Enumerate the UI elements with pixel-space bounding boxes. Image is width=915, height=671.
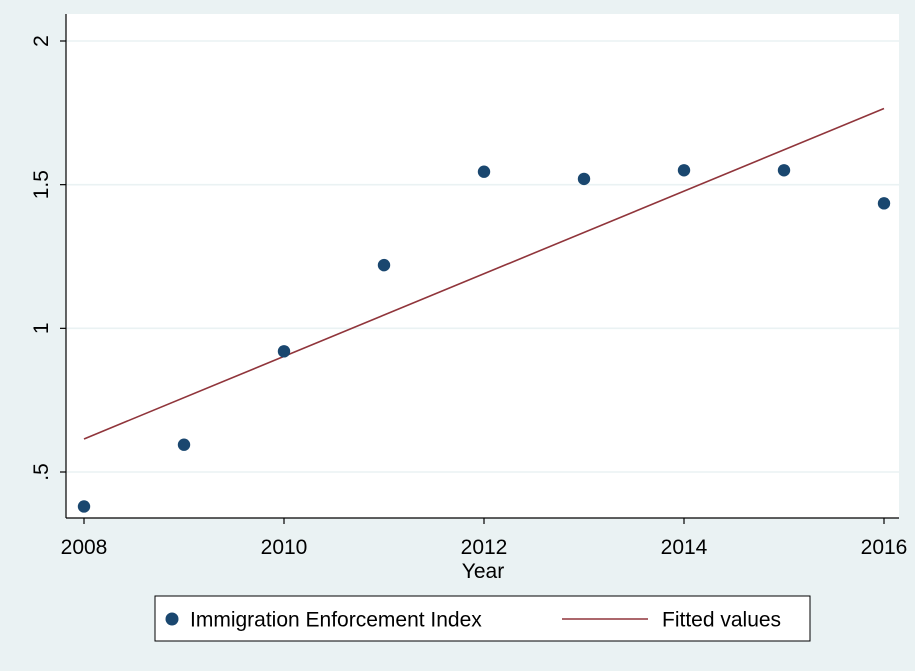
legend-box	[154, 595, 811, 642]
grid-lines	[66, 40, 899, 473]
data-point	[477, 165, 491, 178]
x-tick-label: 2008	[61, 536, 108, 559]
plot-area	[66, 14, 899, 518]
x-tick-label: 2016	[861, 536, 908, 559]
data-point	[677, 164, 691, 177]
axes	[65, 14, 899, 519]
ticks: .5 1 1.5 2 2008 2010 2012 2014 2016	[30, 35, 907, 559]
data-point	[177, 438, 191, 451]
data-point	[377, 258, 391, 272]
y-tick-label: 2	[30, 35, 53, 47]
y-tick-label: 1	[30, 322, 53, 334]
fitted-line-layer	[83, 107, 885, 440]
y-tick-label: .5	[30, 463, 53, 481]
data-point	[577, 172, 591, 186]
data-point	[877, 197, 891, 210]
legend-label-immigration-enforcement-index: Immigration Enforcement Index	[190, 609, 482, 632]
data-points	[77, 164, 891, 513]
legend-marker-immigration-enforcement-index	[165, 612, 179, 626]
x-axis-title: Year	[462, 560, 504, 583]
y-tick-label: 1.5	[30, 170, 53, 199]
x-tick-label: 2014	[661, 536, 708, 559]
x-tick-label: 2010	[261, 536, 308, 559]
data-point	[777, 164, 791, 177]
legend: Immigration Enforcement Index Fitted val…	[154, 595, 811, 642]
data-point	[77, 500, 91, 513]
x-tick-label: 2012	[461, 536, 508, 559]
fitted-values-line	[83, 107, 885, 440]
legend-label-fitted-values: Fitted values	[662, 609, 781, 632]
data-point	[277, 345, 291, 358]
